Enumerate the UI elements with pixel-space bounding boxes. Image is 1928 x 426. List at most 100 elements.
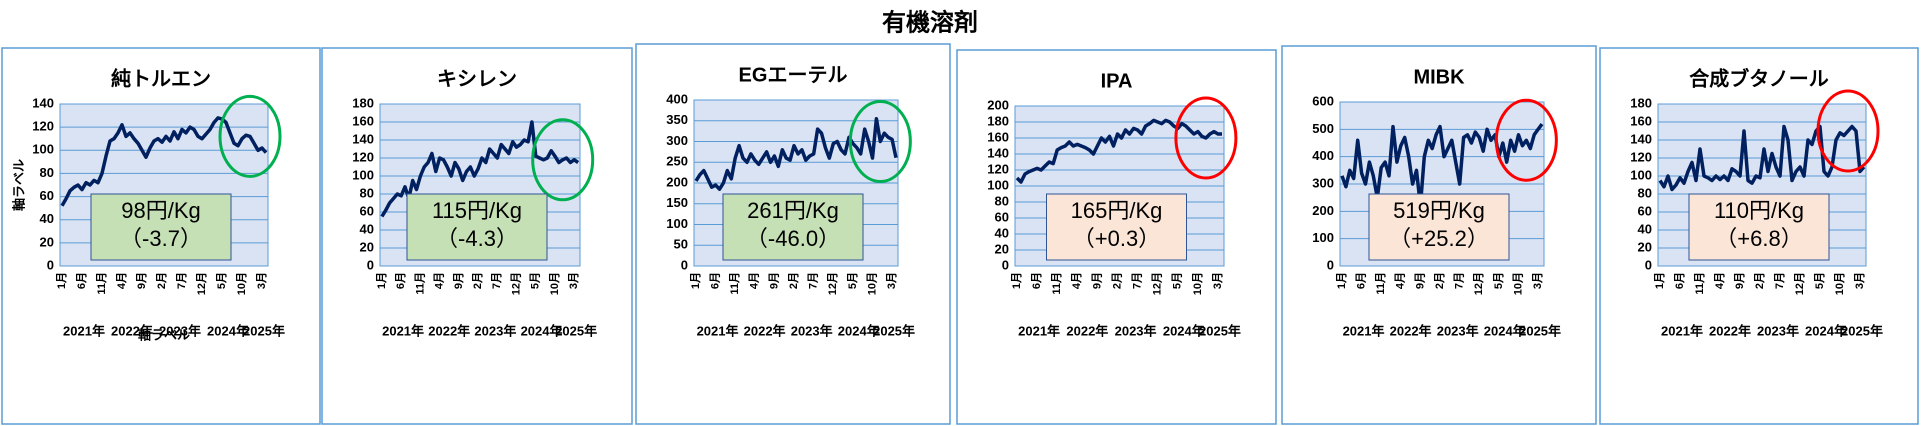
x-tick-label: 12月 bbox=[1472, 272, 1485, 295]
y-tick-label: 180 bbox=[1630, 95, 1652, 110]
price-text: 110円/Kg bbox=[1714, 198, 1804, 223]
x-tick-label: 10月 bbox=[235, 272, 248, 295]
x-tick-label: 12月 bbox=[509, 272, 522, 295]
x-tick-label: 11月 bbox=[1693, 272, 1706, 295]
year-label: 2021年 bbox=[63, 323, 105, 338]
price-line bbox=[1015, 118, 1222, 184]
x-tick-label: 11月 bbox=[1050, 272, 1063, 295]
chart-title: キシレン bbox=[437, 68, 517, 90]
x-tick-label: 12月 bbox=[195, 272, 208, 295]
x-tick-label: 7月 bbox=[175, 272, 188, 289]
y-tick-label: 0 bbox=[1645, 257, 1652, 272]
x-tick-label: 4月 bbox=[115, 272, 128, 289]
price-line bbox=[60, 116, 268, 207]
y-tick-label: 50 bbox=[674, 237, 688, 252]
y-tick-label: 120 bbox=[352, 149, 374, 164]
y-tick-label: 160 bbox=[1630, 113, 1652, 128]
year-label: 2021年 bbox=[697, 323, 739, 338]
x-tick-label: 6月 bbox=[1673, 272, 1686, 289]
x-tick-label: 4月 bbox=[1394, 272, 1407, 289]
x-tick-label: 9月 bbox=[1413, 272, 1426, 289]
y-tick-label: 80 bbox=[40, 165, 54, 180]
y-tick-label: 20 bbox=[995, 241, 1009, 256]
x-tick-label: 9月 bbox=[1090, 272, 1103, 289]
price-box bbox=[1046, 193, 1187, 261]
year-label: 2022年 bbox=[428, 323, 470, 338]
price-text: （+6.8） bbox=[1715, 226, 1802, 251]
price-line bbox=[1340, 123, 1544, 208]
x-tick-label: 1月 bbox=[1335, 272, 1348, 289]
y-tick-label: 120 bbox=[32, 119, 54, 134]
y-tick-label: 100 bbox=[1630, 167, 1652, 182]
y-tick-label: 0 bbox=[1327, 257, 1334, 272]
price-line bbox=[694, 116, 898, 191]
price-text: 519円/Kg bbox=[1393, 198, 1485, 223]
x-tick-label: 12月 bbox=[1793, 272, 1806, 295]
year-label: 2022年 bbox=[1066, 323, 1108, 338]
y-tick-label: 60 bbox=[995, 209, 1009, 224]
x-tick-label: 5月 bbox=[846, 272, 859, 289]
y-tick-label: 100 bbox=[352, 167, 374, 182]
year-label: 2023年 bbox=[1757, 323, 1799, 338]
chart-title: EGエーテル bbox=[739, 64, 848, 86]
x-tick-label: 10月 bbox=[865, 272, 878, 295]
x-tick-label: 12月 bbox=[826, 272, 839, 295]
x-tick-label: 7月 bbox=[807, 272, 820, 289]
x-tick-label: 5月 bbox=[529, 272, 542, 289]
y-tick-label: 20 bbox=[360, 239, 374, 254]
x-tick-label: 3月 bbox=[885, 272, 898, 289]
year-label: 2023年 bbox=[474, 323, 516, 338]
price-line bbox=[1658, 124, 1866, 192]
y-tick-label: 500 bbox=[1312, 121, 1334, 136]
y-tick-label: 0 bbox=[681, 257, 688, 272]
year-label: 2025年 bbox=[243, 323, 285, 338]
y-tick-label: 250 bbox=[666, 154, 688, 169]
y-tick-label: 100 bbox=[1312, 230, 1334, 245]
y-tick-label: 20 bbox=[40, 234, 54, 249]
year-label: 2021年 bbox=[1018, 323, 1060, 338]
price-box bbox=[722, 193, 864, 261]
x-tick-label: 4月 bbox=[433, 272, 446, 289]
x-tick-label: 1月 bbox=[689, 272, 702, 289]
y-tick-label: 0 bbox=[367, 257, 374, 272]
highlight-circle bbox=[1494, 98, 1558, 182]
x-tick-label: 10月 bbox=[1191, 272, 1204, 295]
x-tick-label: 7月 bbox=[1453, 272, 1466, 289]
y-tick-label: 80 bbox=[360, 185, 374, 200]
x-tick-label: 2月 bbox=[1110, 272, 1123, 289]
x-tick-label: 6月 bbox=[1354, 272, 1367, 289]
x-tick-label: 2月 bbox=[1753, 272, 1766, 289]
y-tick-label: 160 bbox=[987, 129, 1009, 144]
x-axis-label: 軸ラベル bbox=[138, 327, 190, 342]
x-tick-label: 9月 bbox=[767, 272, 780, 289]
y-tick-label: 100 bbox=[987, 177, 1009, 192]
highlight-circle bbox=[848, 100, 912, 183]
x-tick-label: 4月 bbox=[1070, 272, 1083, 289]
y-tick-label: 0 bbox=[47, 257, 54, 272]
price-box bbox=[1368, 193, 1510, 261]
y-tick-label: 140 bbox=[1630, 131, 1652, 146]
y-tick-label: 140 bbox=[32, 95, 54, 110]
x-tick-label: 10月 bbox=[1511, 272, 1524, 295]
price-text: 261円/Kg bbox=[747, 198, 839, 223]
x-tick-label: 3月 bbox=[567, 272, 580, 289]
year-label: 2022年 bbox=[1390, 323, 1432, 338]
x-tick-label: 3月 bbox=[1531, 272, 1544, 289]
y-tick-label: 160 bbox=[352, 113, 374, 128]
x-tick-label: 1月 bbox=[375, 272, 388, 289]
year-label: 2024年 bbox=[1805, 323, 1847, 338]
x-tick-label: 11月 bbox=[728, 272, 741, 295]
price-box bbox=[406, 193, 548, 261]
y-tick-label: 200 bbox=[666, 174, 688, 189]
x-tick-label: 1月 bbox=[55, 272, 68, 289]
y-tick-label: 200 bbox=[1312, 203, 1334, 218]
x-tick-label: 7月 bbox=[490, 272, 503, 289]
year-label: 2022年 bbox=[744, 323, 786, 338]
price-text: （-46.0） bbox=[746, 226, 840, 251]
chart-title: 純トルエン bbox=[111, 66, 211, 90]
price-text: 98円/Kg bbox=[121, 198, 201, 223]
x-tick-label: 5月 bbox=[1492, 272, 1505, 289]
y-tick-label: 140 bbox=[352, 131, 374, 146]
price-text: 165円/Kg bbox=[1071, 198, 1163, 223]
